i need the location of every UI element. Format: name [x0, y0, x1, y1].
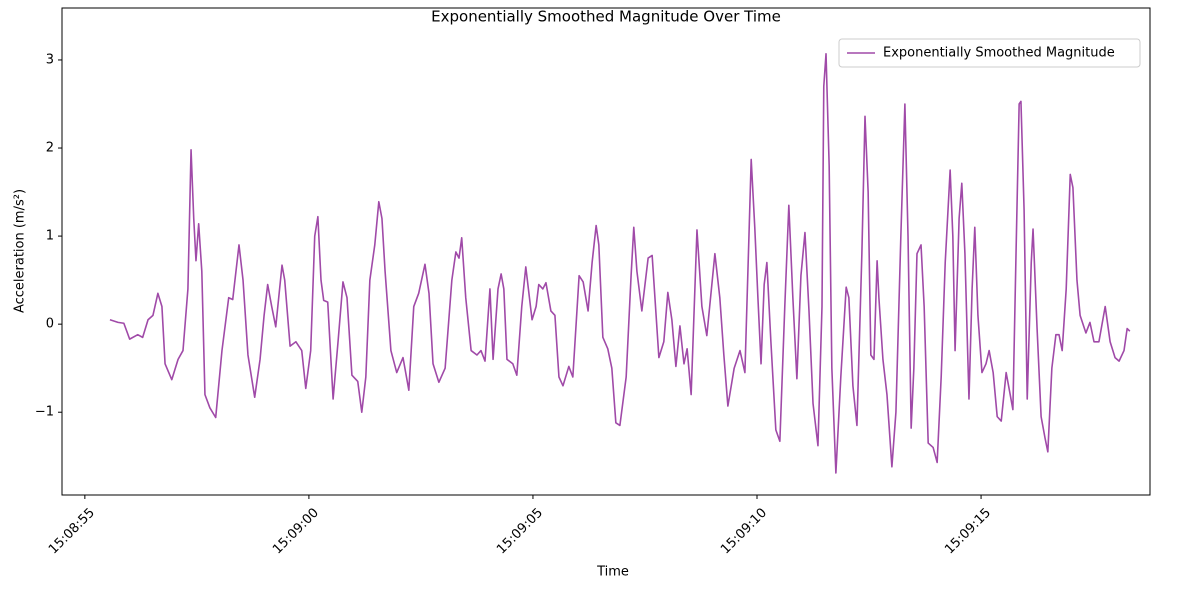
- data-line: [109, 52, 1131, 474]
- x-tick-label: 15:09:00: [270, 505, 322, 557]
- y-tick-label: 1: [46, 229, 54, 244]
- y-tick-label: 2: [46, 141, 54, 156]
- x-tick-label: 15:09:05: [494, 505, 546, 557]
- plot-frame: [61, 7, 1151, 496]
- chart-title: Exponentially Smoothed Magnitude Over Ti…: [431, 8, 781, 26]
- x-tick-label: 15:08:55: [46, 505, 98, 557]
- y-axis-label: Acceleration (m/s²): [13, 189, 28, 313]
- legend-label: Exponentially Smoothed Magnitude: [883, 46, 1115, 61]
- y-tick-label: −1: [35, 405, 54, 420]
- y-tick-label: 3: [46, 52, 54, 67]
- x-tick-label: 15:09:15: [942, 505, 994, 557]
- x-tick-label: 15:09:10: [718, 505, 770, 557]
- y-tick-label: 0: [46, 317, 54, 332]
- legend: Exponentially Smoothed Magnitude: [838, 38, 1141, 68]
- x-axis-label: Time: [596, 565, 629, 580]
- legend-box: [838, 38, 1141, 68]
